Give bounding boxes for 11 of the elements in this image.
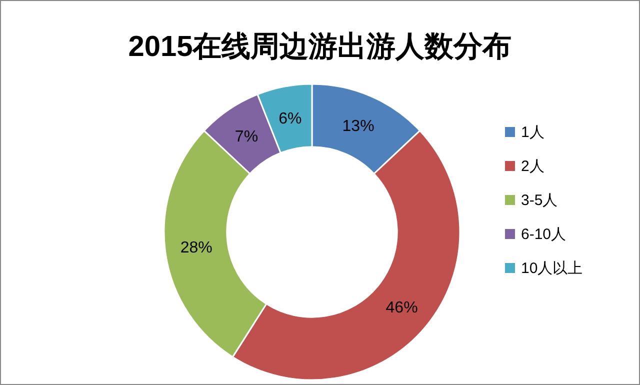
legend-label: 10人以上: [521, 260, 583, 277]
data-label: 28%: [180, 240, 212, 257]
data-label: 46%: [386, 299, 418, 316]
legend-label: 1人: [521, 124, 544, 141]
data-label: 13%: [342, 118, 374, 136]
legend-label: 2人: [521, 158, 544, 175]
data-label: 7%: [234, 128, 258, 146]
data-label: 6%: [278, 110, 302, 128]
legend-label: 3-5人: [521, 192, 558, 209]
legend-label: 6-10人: [521, 226, 566, 243]
chart-title: 2015在线周边游出游人数分布: [128, 31, 512, 63]
